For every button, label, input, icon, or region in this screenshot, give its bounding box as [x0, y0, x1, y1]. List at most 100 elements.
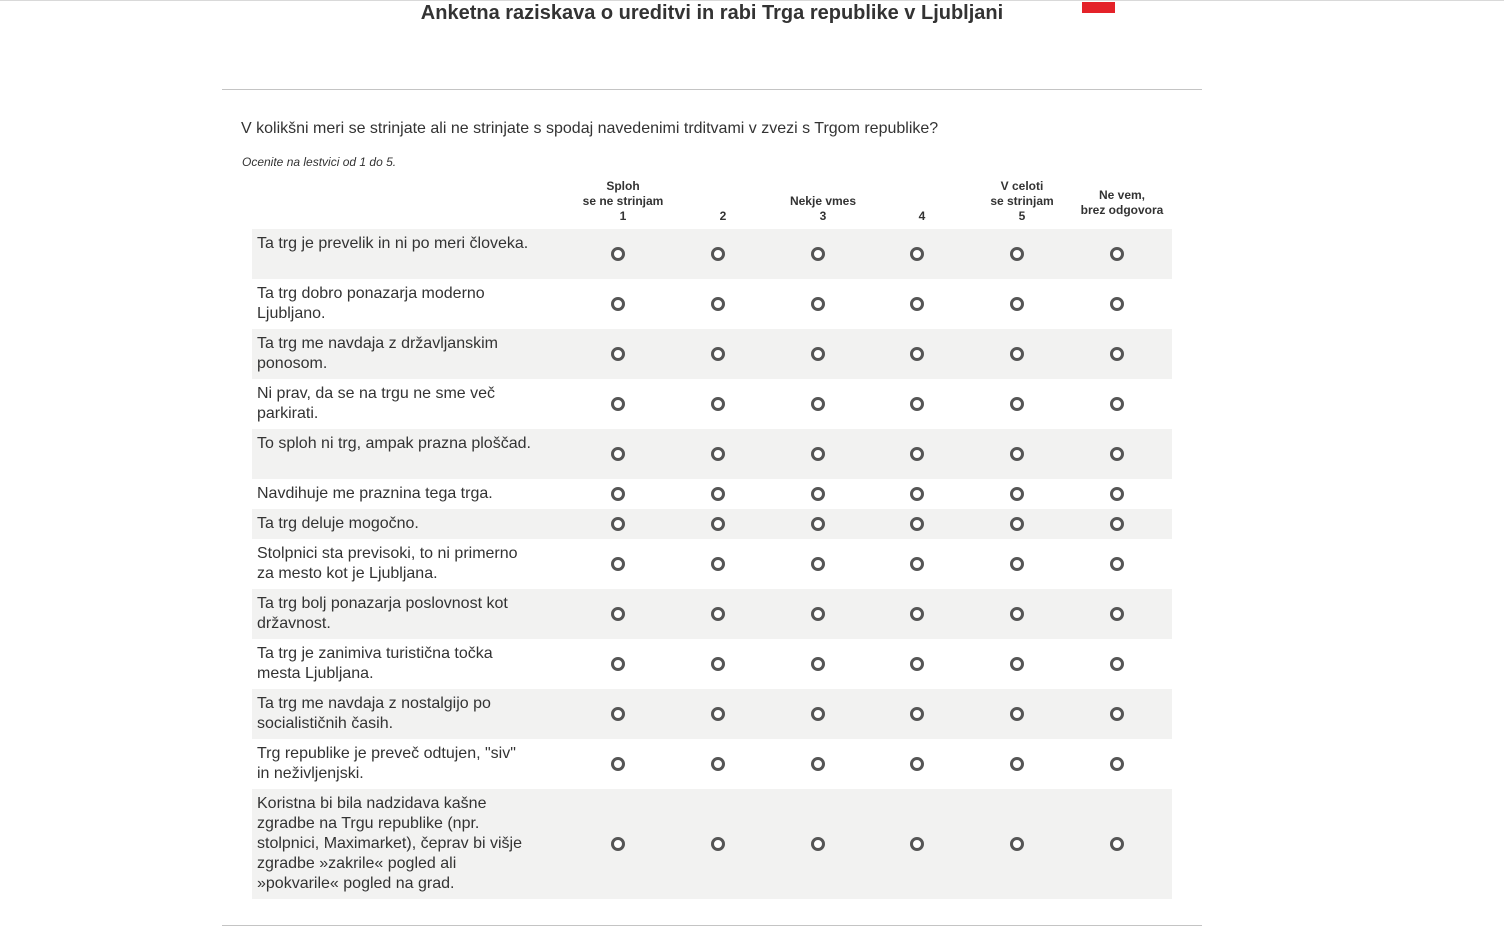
- rating-radio-5[interactable]: [1010, 347, 1024, 361]
- statement-label: To sploh ni trg, ampak prazna ploščad.: [257, 435, 531, 452]
- statement-label: Ta trg deluje mogočno.: [257, 515, 419, 532]
- rating-radio-6[interactable]: [1110, 607, 1124, 621]
- scale-header-line: se ne strinjam: [582, 194, 664, 208]
- statement-row: Stolpnici sta previsoki, to ni primerno …: [252, 539, 1172, 589]
- rating-radio-4[interactable]: [910, 447, 924, 461]
- scale-header-line: Sploh: [606, 179, 640, 193]
- rating-radio-2[interactable]: [711, 557, 725, 571]
- rating-radio-1[interactable]: [611, 447, 625, 461]
- rating-radio-3[interactable]: [811, 757, 825, 771]
- statement-label: Stolpnici sta previsoki, to ni primerno …: [257, 545, 518, 582]
- rating-radio-1[interactable]: [611, 557, 625, 571]
- rating-radio-2[interactable]: [711, 297, 725, 311]
- rating-radio-4[interactable]: [910, 837, 924, 851]
- rating-radio-1[interactable]: [611, 247, 625, 261]
- rating-radio-2[interactable]: [711, 397, 725, 411]
- rating-radio-2[interactable]: [711, 607, 725, 621]
- rating-radio-5[interactable]: [1010, 657, 1024, 671]
- rating-radio-3[interactable]: [811, 347, 825, 361]
- rating-radio-2[interactable]: [711, 707, 725, 721]
- rating-radio-4[interactable]: [910, 487, 924, 501]
- rating-radio-6[interactable]: [1110, 487, 1124, 501]
- rating-radio-1[interactable]: [611, 347, 625, 361]
- rating-radio-6[interactable]: [1110, 657, 1124, 671]
- rating-radio-1[interactable]: [611, 657, 625, 671]
- rating-radio-2[interactable]: [711, 657, 725, 671]
- statement-row: Ta trg je zanimiva turistična točka mest…: [252, 639, 1172, 689]
- rating-radio-3[interactable]: [811, 517, 825, 531]
- statement-label: Ta trg dobro ponazarja moderno Ljubljano…: [257, 285, 485, 322]
- rating-radio-3[interactable]: [811, 657, 825, 671]
- statement-label: Ni prav, da se na trgu ne sme več parkir…: [257, 385, 496, 422]
- rating-radio-4[interactable]: [910, 607, 924, 621]
- rating-radio-3[interactable]: [811, 397, 825, 411]
- rating-radio-1[interactable]: [611, 517, 625, 531]
- scale-header-line: se strinjam: [990, 194, 1054, 208]
- rating-radio-4[interactable]: [910, 657, 924, 671]
- rating-radio-4[interactable]: [910, 707, 924, 721]
- rating-radio-5[interactable]: [1010, 397, 1024, 411]
- rating-radio-5[interactable]: [1010, 447, 1024, 461]
- rating-radio-3[interactable]: [811, 247, 825, 261]
- statement-row: Ta trg dobro ponazarja moderno Ljubljano…: [252, 279, 1172, 329]
- rating-radio-6[interactable]: [1110, 397, 1124, 411]
- rating-radio-1[interactable]: [611, 397, 625, 411]
- rating-radio-4[interactable]: [910, 247, 924, 261]
- rating-radio-1[interactable]: [611, 757, 625, 771]
- rating-radio-6[interactable]: [1110, 707, 1124, 721]
- rating-radio-4[interactable]: [910, 757, 924, 771]
- rating-radio-6[interactable]: [1110, 447, 1124, 461]
- rating-radio-5[interactable]: [1010, 517, 1024, 531]
- rating-radio-2[interactable]: [711, 517, 725, 531]
- rating-radio-2[interactable]: [711, 447, 725, 461]
- rating-radio-4[interactable]: [910, 347, 924, 361]
- rating-radio-3[interactable]: [811, 447, 825, 461]
- rating-radio-1[interactable]: [611, 487, 625, 501]
- rating-radio-5[interactable]: [1010, 247, 1024, 261]
- rating-radio-4[interactable]: [910, 297, 924, 311]
- statement-label: Ta trg bolj ponazarja poslovnost kot drž…: [257, 595, 508, 632]
- rating-radio-3[interactable]: [811, 607, 825, 621]
- rating-radio-6[interactable]: [1110, 837, 1124, 851]
- rating-radio-5[interactable]: [1010, 837, 1024, 851]
- rating-radio-3[interactable]: [811, 487, 825, 501]
- statement-row: Ta trg deluje mogočno.: [252, 509, 1172, 539]
- rating-radio-1[interactable]: [611, 607, 625, 621]
- statement-row: Navdihuje me praznina tega trga.: [252, 479, 1172, 509]
- rating-radio-1[interactable]: [611, 837, 625, 851]
- rating-radio-6[interactable]: [1110, 347, 1124, 361]
- rating-radio-5[interactable]: [1010, 607, 1024, 621]
- rating-radio-3[interactable]: [811, 707, 825, 721]
- rating-radio-1[interactable]: [611, 707, 625, 721]
- rating-radio-5[interactable]: [1010, 557, 1024, 571]
- rating-radio-1[interactable]: [611, 297, 625, 311]
- rating-radio-4[interactable]: [910, 517, 924, 531]
- rating-radio-6[interactable]: [1110, 297, 1124, 311]
- statement-row: Koristna bi bila nadzidava kašne zgradbe…: [252, 789, 1172, 899]
- statement-row: Ta trg me navdaja z nostalgijo po social…: [252, 689, 1172, 739]
- rating-radio-5[interactable]: [1010, 487, 1024, 501]
- rating-radio-3[interactable]: [811, 837, 825, 851]
- rating-radio-3[interactable]: [811, 297, 825, 311]
- statement-label: Ta trg me navdaja z državljanskim ponoso…: [257, 335, 498, 372]
- rating-radio-2[interactable]: [711, 757, 725, 771]
- rating-radio-6[interactable]: [1110, 247, 1124, 261]
- rating-radio-4[interactable]: [910, 397, 924, 411]
- rating-radio-6[interactable]: [1110, 517, 1124, 531]
- bottom-divider: [222, 925, 1202, 926]
- scale-header-2: 2: [673, 179, 773, 224]
- rating-radio-2[interactable]: [711, 247, 725, 261]
- rating-radio-5[interactable]: [1010, 757, 1024, 771]
- rating-radio-6[interactable]: [1110, 557, 1124, 571]
- statement-row: To sploh ni trg, ampak prazna ploščad.: [252, 429, 1172, 479]
- scale-header-line: Nekje vmes: [789, 194, 857, 208]
- rating-radio-5[interactable]: [1010, 707, 1024, 721]
- statement-row: Ni prav, da se na trgu ne sme več parkir…: [252, 379, 1172, 429]
- rating-radio-6[interactable]: [1110, 757, 1124, 771]
- rating-radio-4[interactable]: [910, 557, 924, 571]
- rating-radio-2[interactable]: [711, 487, 725, 501]
- rating-radio-3[interactable]: [811, 557, 825, 571]
- rating-radio-5[interactable]: [1010, 297, 1024, 311]
- rating-radio-2[interactable]: [711, 837, 725, 851]
- rating-radio-2[interactable]: [711, 347, 725, 361]
